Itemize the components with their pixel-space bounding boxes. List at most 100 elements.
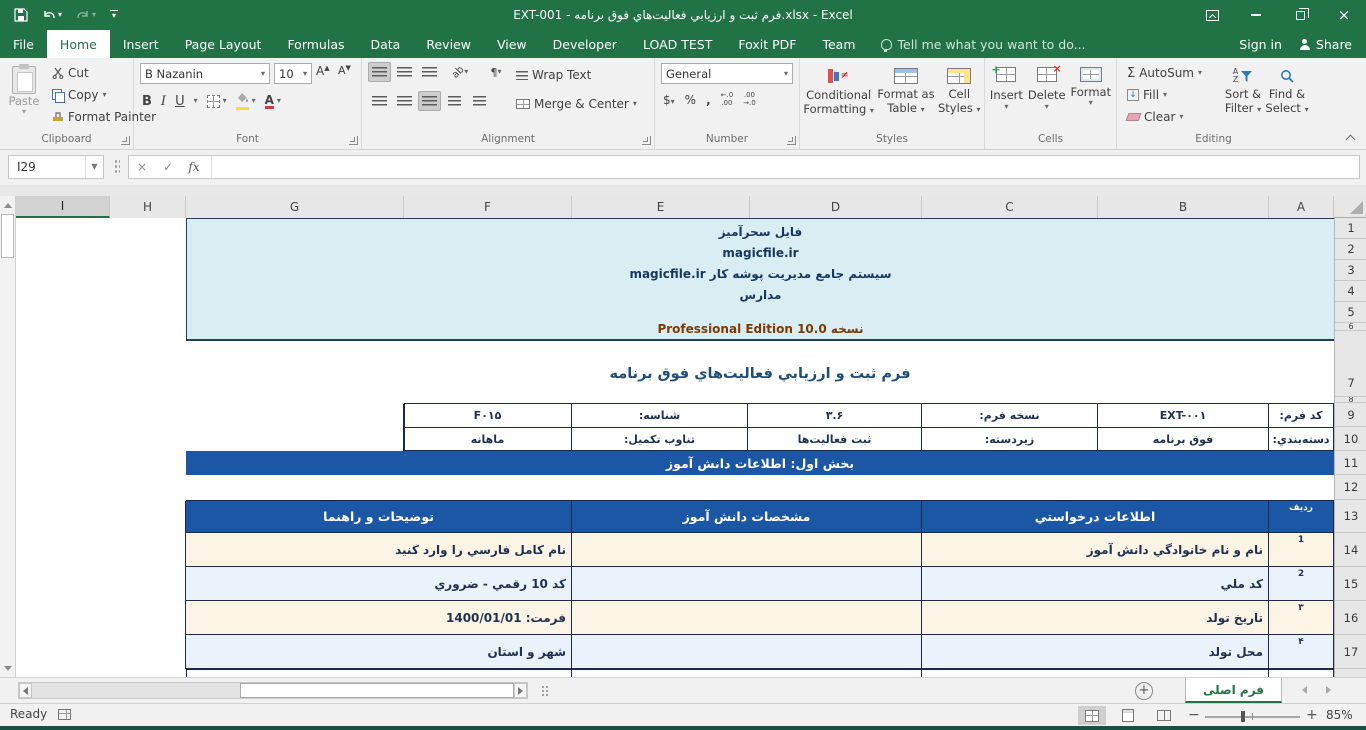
column-header-G[interactable]: G <box>186 196 404 218</box>
column-header-A[interactable]: A <box>1269 196 1334 218</box>
row-header-11[interactable]: 11 <box>1335 451 1366 475</box>
orientation-button[interactable]: ab ▾ <box>449 63 469 81</box>
vertical-scrollbar[interactable] <box>0 196 16 677</box>
horizontal-scrollbar[interactable] <box>18 682 528 699</box>
column-header-C[interactable]: C <box>922 196 1098 218</box>
table-cell-student[interactable] <box>571 533 921 567</box>
alignment-dialog-launcher[interactable] <box>642 136 651 145</box>
align-middle-button[interactable] <box>393 62 416 82</box>
table-cell-rowno[interactable]: 2 <box>1268 567 1333 601</box>
font-size-combo[interactable]: 10 ▾ <box>274 63 312 84</box>
currency-button[interactable]: $▾ <box>663 92 675 107</box>
row-header-15[interactable]: 15 <box>1335 567 1366 601</box>
sign-in-button[interactable]: Sign in <box>1239 36 1282 52</box>
percent-button[interactable]: % <box>684 92 697 107</box>
tab-formulas[interactable]: Formulas <box>287 36 345 52</box>
bold-button[interactable]: B <box>142 93 152 109</box>
row-header-14[interactable]: 14 <box>1335 533 1366 567</box>
sheet-nav-left-arrow[interactable] <box>1302 686 1307 694</box>
tab-load-test[interactable]: LOAD TEST <box>642 36 713 52</box>
table-header-rowno[interactable]: رديف <box>1268 501 1333 533</box>
cut-button[interactable]: Cut <box>48 62 160 84</box>
cell-styles-button[interactable]: Cell Styles ▾ <box>938 60 981 132</box>
table-cell-notes[interactable]: شهر و استان <box>185 635 571 669</box>
column-header-E[interactable]: E <box>572 196 750 218</box>
tell-me-box[interactable]: Tell me what you want to do... <box>869 30 1098 58</box>
sheet-nav-right-arrow[interactable] <box>1326 686 1331 694</box>
tab-review[interactable]: Review <box>426 36 471 52</box>
meta-label-cell[interactable]: كد فرم: <box>1268 404 1333 428</box>
row-header-9[interactable]: 9 <box>1335 403 1366 427</box>
redo-button[interactable]: ▾ <box>76 9 96 21</box>
fill-color-dropdown[interactable]: ▾ <box>251 96 256 105</box>
table-cell-rowno[interactable]: 1 <box>1268 533 1333 567</box>
font-family-combo[interactable]: B Nazanin ▾ <box>140 63 270 84</box>
page-break-view-button[interactable] <box>1150 706 1178 725</box>
table-header-student[interactable]: مشخصات دانش آموز <box>571 501 921 533</box>
formula-bar-handle[interactable] <box>114 159 120 175</box>
format-cells-button[interactable]: Format ▾ <box>1071 60 1111 132</box>
scrollbar-resize-handle[interactable] <box>541 685 549 697</box>
meta-label-cell[interactable]: شناسه: <box>571 404 747 428</box>
scroll-up-arrow[interactable] <box>0 197 15 213</box>
table-cell-student[interactable] <box>571 601 921 635</box>
column-header-D[interactable]: D <box>750 196 922 218</box>
row-header-1[interactable]: 1 <box>1335 218 1366 239</box>
row-header-17[interactable]: 17 <box>1335 635 1366 669</box>
align-center-button[interactable] <box>393 91 416 111</box>
font-color-icon[interactable]: A <box>264 92 274 109</box>
tab-developer[interactable]: Developer <box>552 36 617 52</box>
row-header-16[interactable]: 16 <box>1335 601 1366 635</box>
tab-view[interactable]: View <box>496 36 527 52</box>
table-header-notes[interactable]: توضيحات و راهنما <box>185 501 571 533</box>
table-cell-student[interactable] <box>571 567 921 601</box>
macro-record-icon[interactable] <box>58 709 71 720</box>
meta-value-cell[interactable]: F۰۱۵ <box>403 404 571 428</box>
italic-button[interactable]: I <box>160 93 167 109</box>
tab-data[interactable]: Data <box>370 36 401 52</box>
tab-insert[interactable]: Insert <box>122 36 159 52</box>
table-cell-student[interactable] <box>571 635 921 669</box>
text-direction-button[interactable]: ¶ ▾ <box>490 65 502 79</box>
paste-button[interactable]: Paste ▾ <box>4 62 44 116</box>
align-right-button[interactable] <box>418 91 441 111</box>
decrease-indent-button[interactable] <box>443 91 466 111</box>
copy-button[interactable]: Copy ▾ <box>48 84 160 106</box>
meta-value-cell[interactable]: ماهانه <box>403 428 571 452</box>
row-header-13[interactable]: 13 <box>1335 500 1366 533</box>
table-cell-request[interactable]: نام و نام خانوادگي دانش آموز <box>921 533 1268 567</box>
collapse-ribbon-button[interactable] <box>1345 134 1356 145</box>
column-header-B[interactable]: B <box>1098 196 1269 218</box>
enter-icon[interactable]: ✓ <box>162 160 174 174</box>
section-banner-cell[interactable]: بخش اول: اطلاعات دانش آموز <box>186 451 1334 475</box>
increase-indent-button[interactable] <box>468 91 491 111</box>
share-button[interactable]: Share <box>1299 37 1352 52</box>
cancel-icon[interactable]: × <box>136 160 148 174</box>
select-all-button[interactable] <box>1334 196 1366 218</box>
decrease-font-button[interactable]: A▼ <box>338 64 351 77</box>
merge-center-button[interactable]: Merge & Center ▾ <box>512 93 641 115</box>
row-header-6[interactable]: 6 <box>1335 323 1366 331</box>
meta-value-cell[interactable]: ۳.۶ <box>747 404 921 428</box>
minimize-button[interactable] <box>1234 0 1278 30</box>
table-cell-request[interactable]: تاريخ تولد <box>921 601 1268 635</box>
horizontal-scroll-thumb[interactable] <box>240 683 514 698</box>
tab-file[interactable]: File <box>13 36 34 52</box>
font-color-dropdown[interactable]: ▾ <box>276 96 281 105</box>
table-cell-notes[interactable]: نام كامل فارسي را وارد كنيد <box>185 533 571 567</box>
meta-label-cell[interactable]: نسخه فرم: <box>921 404 1097 428</box>
table-cell-rowno[interactable]: ۳ <box>1268 601 1333 635</box>
brand-block-cell[interactable]: فايل سحرآميز magicfile.ir سيستم جامع مدي… <box>186 218 1334 341</box>
delete-cells-button[interactable]: × Delete ▾ <box>1027 62 1066 111</box>
format-as-table-button[interactable]: Format as Table ▾ <box>877 60 935 132</box>
increase-font-button[interactable]: A▲ <box>316 64 330 78</box>
meta-value-cell[interactable]: EXT-۰۰۱ <box>1097 404 1268 428</box>
row-header-3[interactable]: 3 <box>1335 260 1366 281</box>
conditional-formatting-button[interactable]: ≠ Conditional Formatting ▾ <box>803 60 874 132</box>
meta-value-cell[interactable]: ثبت فعاليت‌ها <box>747 428 921 452</box>
row-header-2[interactable]: 2 <box>1335 239 1366 260</box>
new-sheet-button[interactable]: + <box>1135 682 1153 700</box>
table-header-request[interactable]: اطلاعات درخواستي <box>921 501 1268 533</box>
meta-label-cell[interactable]: تناوب تكميل: <box>571 428 747 452</box>
